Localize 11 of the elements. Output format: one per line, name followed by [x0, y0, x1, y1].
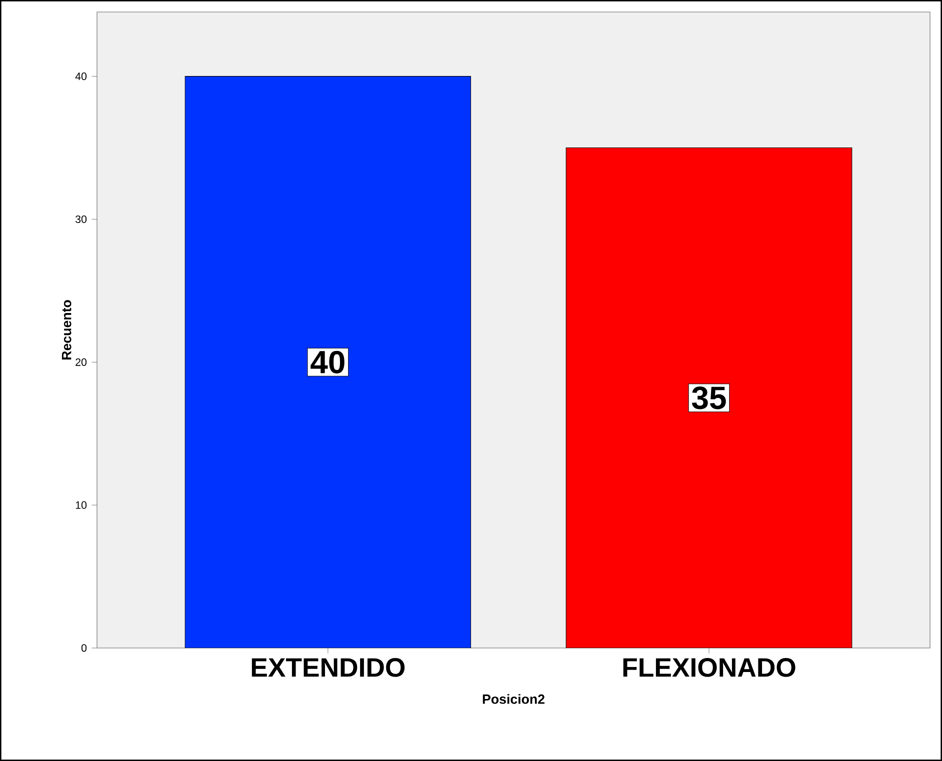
x-axis-title: Posicion2 [482, 694, 544, 704]
x-tick-label: EXTENDIDO [252, 658, 405, 677]
y-tick-label: 30 [75, 215, 87, 224]
y-axis-title: Recuento [62, 300, 72, 360]
y-tick-label: 0 [81, 644, 87, 652]
data-label: 35 [692, 386, 726, 410]
x-tick-label: FLEXIONADO [623, 658, 796, 677]
y-tick-label: 20 [76, 358, 87, 366]
data-label: 40 [310, 350, 344, 374]
y-tick-label: 10 [76, 501, 87, 509]
y-tick-label: 40 [75, 72, 87, 80]
